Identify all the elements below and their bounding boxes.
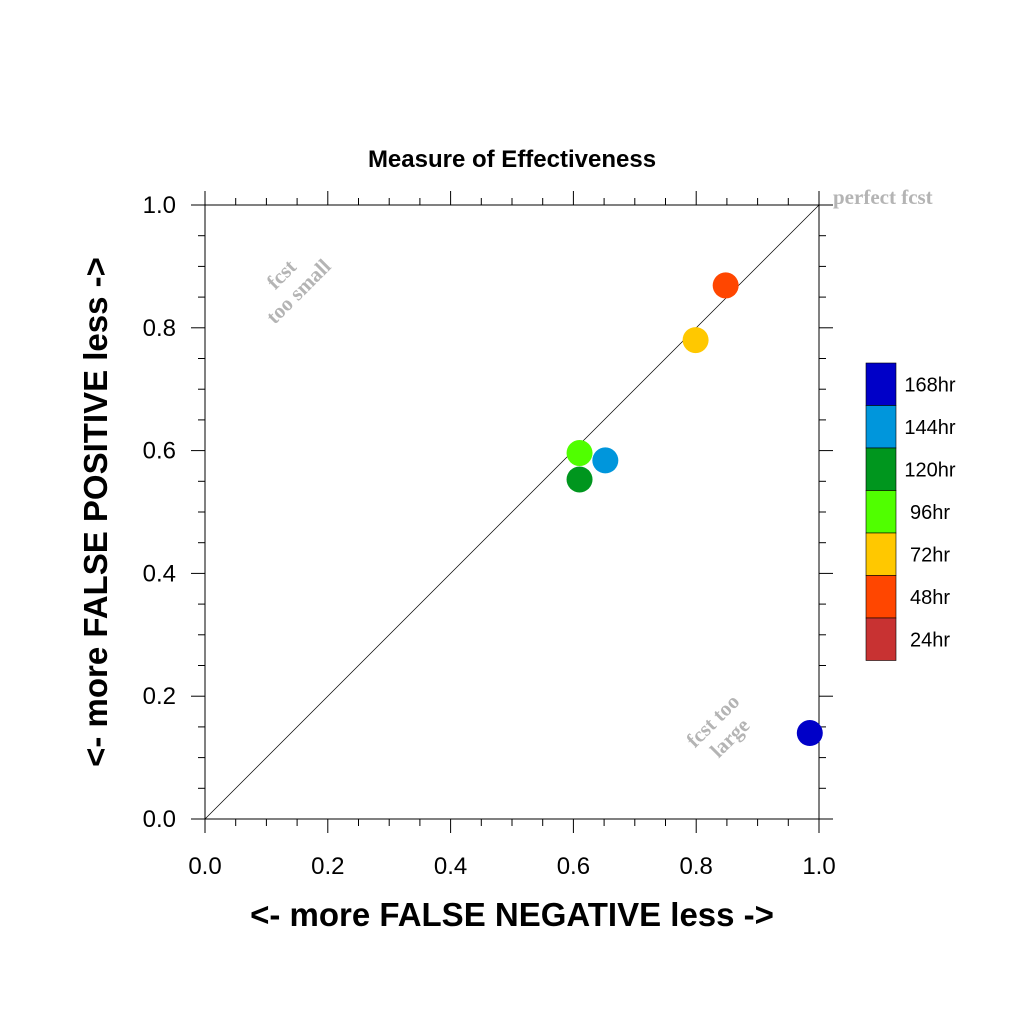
x-tick-label: 0.2 <box>311 853 344 880</box>
x-tick-label: 0.8 <box>680 853 713 880</box>
tick-labels: 0.0 0.2 0.4 0.6 0.8 1.0 0.0 0.2 0.4 0.6 0.8 1.0 <box>143 192 836 880</box>
annotation-fcst-too-large: fcst too large <box>681 689 754 762</box>
legend-label-72hr: 72hr <box>910 544 950 566</box>
x-tick-label: 0.6 <box>557 853 590 880</box>
annotation-perfect-fcst: perfect fcst <box>833 185 933 209</box>
data-points <box>566 272 823 747</box>
legend: 168hr 144hr 120hr 96hr 72hr 48hr 24hr <box>865 362 956 661</box>
legend-swatch-96hr <box>865 490 897 534</box>
annotation-fcst-too-small: fcst too small <box>261 254 335 328</box>
point-72hr <box>682 327 709 354</box>
legend-swatch-48hr <box>865 575 897 619</box>
y-tick-label: 0.4 <box>143 560 176 587</box>
axis-ticks <box>191 191 833 833</box>
legend-swatch-144hr <box>865 405 897 449</box>
legend-label-144hr: 144hr <box>904 417 955 439</box>
legend-label-168hr: 168hr <box>904 374 955 396</box>
y-tick-label: 0.0 <box>143 806 176 833</box>
legend-swatch-168hr <box>865 362 897 406</box>
point-48hr <box>712 272 739 299</box>
point-168hr <box>796 720 823 747</box>
diagonal-reference-line <box>204 204 820 820</box>
point-96hr <box>566 440 593 467</box>
legend-label-120hr: 120hr <box>904 459 955 481</box>
legend-swatch-120hr <box>865 447 897 491</box>
legend-label-48hr: 48hr <box>910 587 950 609</box>
y-tick-label: 0.2 <box>143 683 176 710</box>
x-tick-label: 0.0 <box>188 853 221 880</box>
x-tick-label: 1.0 <box>802 853 835 880</box>
y-tick-label: 0.8 <box>143 315 176 342</box>
x-axis-label: <- more FALSE NEGATIVE less -> <box>250 896 774 933</box>
legend-swatch-24hr <box>865 617 897 661</box>
legend-label-24hr: 24hr <box>910 629 950 651</box>
legend-swatch-72hr <box>865 532 897 576</box>
chart-title: Measure of Effectiveness <box>368 146 656 173</box>
point-120hr <box>566 466 593 493</box>
point-144hr <box>592 447 619 474</box>
plot-frame <box>204 204 820 820</box>
x-tick-label: 0.4 <box>434 853 467 880</box>
y-tick-label: 1.0 <box>143 192 176 219</box>
legend-label-96hr: 96hr <box>910 502 950 524</box>
y-tick-label: 0.6 <box>143 438 176 465</box>
y-axis-label: <- more FALSE POSITIVE less -> <box>77 257 114 767</box>
